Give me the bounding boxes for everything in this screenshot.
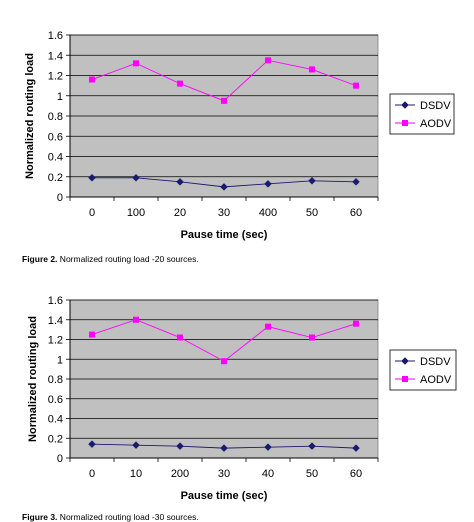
x-tick-label: 60 xyxy=(350,468,362,480)
data-point-aodv xyxy=(221,358,227,365)
routing-load-chart-20-sources: 0 0.2 0.4 0.6 0.8 1 1.2 1.4 1.6 0 100 20 30 400 50 60 Pa… xyxy=(24,30,455,241)
figure-caption-text: Normalized routing load -20 sources. xyxy=(57,254,199,264)
legend-box xyxy=(389,349,457,391)
x-tick-label: 400 xyxy=(259,207,277,219)
data-point-dsdv xyxy=(132,173,140,182)
figure-caption: Figure 3. Normalized routing load -30 so… xyxy=(22,512,199,522)
y-tick-label: 0 xyxy=(57,192,63,204)
legend-swatch-marker xyxy=(401,357,409,365)
legend-box xyxy=(389,93,455,135)
y-tick-label: 1.6 xyxy=(48,30,63,42)
data-point-dsdv xyxy=(352,177,360,186)
x-tick-label: 50 xyxy=(306,468,318,480)
data-point-dsdv xyxy=(308,442,316,451)
data-point-dsdv xyxy=(88,440,96,449)
data-point-aodv xyxy=(89,76,95,83)
y-tick-label: 0.4 xyxy=(48,414,63,426)
y-tick-label: 1.6 xyxy=(48,295,63,307)
y-tick-label: 0.8 xyxy=(48,374,63,386)
legend-label-dsdv: DSDV xyxy=(420,356,451,368)
legend-swatch-marker xyxy=(402,376,408,382)
data-point-aodv xyxy=(177,334,183,341)
x-tick-label: 100 xyxy=(127,207,145,219)
data-point-dsdv xyxy=(88,173,96,182)
data-point-aodv xyxy=(353,320,359,327)
y-tick-label: 0.4 xyxy=(48,152,63,164)
x-tick-label: 40 xyxy=(262,468,274,480)
x-tick-label: 10 xyxy=(130,468,142,480)
y-tick-label: 0.6 xyxy=(48,394,63,406)
x-tick-label: 0 xyxy=(89,468,95,480)
legend-label-dsdv: DSDV xyxy=(420,100,451,112)
x-tick-label: 50 xyxy=(306,207,318,219)
legend-label-aodv: AODV xyxy=(420,374,452,386)
data-point-aodv xyxy=(221,97,227,104)
x-tick-label: 30 xyxy=(218,468,230,480)
data-point-dsdv xyxy=(220,183,228,191)
x-axis-title: Pause time (sec) xyxy=(181,490,268,502)
x-tick-label: 30 xyxy=(218,207,230,219)
data-point-aodv xyxy=(265,57,271,64)
figure-caption-label: Figure 2. xyxy=(22,254,58,264)
legend-swatch-marker xyxy=(402,120,408,126)
data-point-dsdv xyxy=(264,179,272,188)
legend-label-aodv: AODV xyxy=(420,118,452,130)
figure-caption-label: Figure 3. xyxy=(22,512,58,522)
data-point-aodv xyxy=(133,316,139,323)
x-tick-label: 60 xyxy=(350,207,362,219)
data-point-dsdv xyxy=(176,177,184,186)
x-axis-title: Pause time (sec) xyxy=(181,229,268,241)
data-point-aodv xyxy=(353,82,359,89)
x-tick-label: 0 xyxy=(89,207,95,219)
data-point-dsdv xyxy=(176,442,184,451)
y-tick-label: 0.6 xyxy=(48,131,63,143)
y-tick-label: 1.2 xyxy=(48,335,63,347)
y-tick-label: 0.2 xyxy=(48,172,63,184)
y-tick-label: 0.2 xyxy=(48,433,63,445)
data-point-dsdv xyxy=(308,176,316,185)
data-point-aodv xyxy=(177,80,183,87)
y-tick-label: 0.8 xyxy=(48,111,63,123)
data-point-aodv xyxy=(133,60,139,67)
y-tick-label: 1 xyxy=(57,91,63,103)
legend-swatch-marker xyxy=(401,101,409,109)
y-tick-label: 0 xyxy=(57,453,63,465)
y-axis-title: Normalized routing load xyxy=(24,53,36,179)
y-tick-label: 1.2 xyxy=(48,71,63,83)
y-axis-title: Normalized routing load xyxy=(27,316,39,442)
data-point-aodv xyxy=(89,331,95,338)
data-point-aodv xyxy=(265,323,271,330)
y-tick-label: 1.4 xyxy=(48,50,63,62)
x-tick-label: 200 xyxy=(171,468,189,480)
figure-caption: Figure 2. Normalized routing load -20 so… xyxy=(22,254,199,264)
data-point-dsdv xyxy=(220,444,228,452)
data-point-dsdv xyxy=(352,444,360,452)
x-tick-label: 20 xyxy=(174,207,186,219)
data-point-dsdv xyxy=(264,443,272,451)
data-point-dsdv xyxy=(132,441,140,450)
y-tick-label: 1.4 xyxy=(48,315,63,327)
data-point-aodv xyxy=(309,66,315,73)
figure-caption-text: Normalized routing load -30 sources. xyxy=(57,512,199,522)
routing-load-chart-30-sources: 0 0.2 0.4 0.6 0.8 1 1.2 1.4 1.6 0 10 200 30 40 50 60 Pau… xyxy=(27,295,457,502)
data-point-aodv xyxy=(309,334,315,341)
y-tick-label: 1 xyxy=(57,354,63,366)
